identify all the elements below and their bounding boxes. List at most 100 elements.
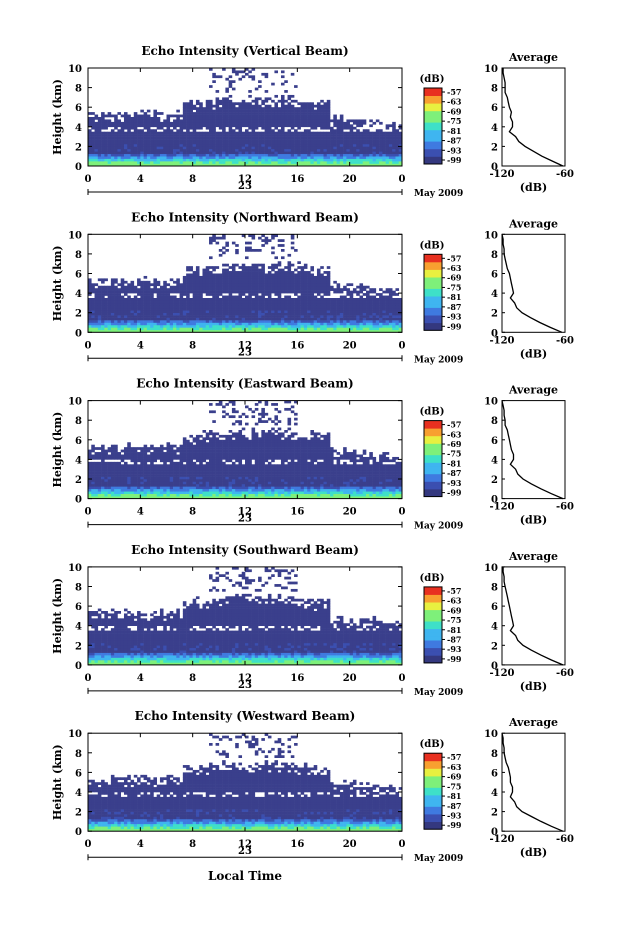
heatmap-cell (336, 329, 341, 333)
heatmap-cell (117, 483, 122, 487)
heatmap-cell (137, 153, 141, 157)
heatmap-cell (218, 327, 223, 331)
heatmap-cell (356, 329, 360, 333)
heatmap-cell (218, 124, 223, 128)
heatmap-cell (284, 146, 288, 150)
heatmap-cell (140, 143, 144, 147)
heatmap-cell (277, 131, 282, 135)
heatmap-cell (173, 312, 177, 316)
heatmap-cell (225, 241, 229, 245)
heatmap-cell (104, 141, 108, 145)
heatmap-cell (313, 302, 318, 306)
heatmap-cell (254, 153, 259, 157)
heatmap-cell (199, 143, 203, 147)
heatmap-cell (218, 151, 223, 155)
heatmap-cell (254, 324, 259, 328)
heatmap-cell (271, 268, 275, 272)
heatmap-cell (356, 148, 360, 152)
heatmap-cell (88, 163, 92, 167)
heatmap-cell (235, 119, 239, 123)
avg-y-tick-label: 8 (491, 250, 498, 261)
heatmap-cell (366, 305, 370, 309)
heatmap-cell (362, 298, 367, 301)
heatmap-cell (166, 496, 171, 499)
heatmap-cell (333, 156, 337, 159)
heatmap-cell (182, 114, 187, 118)
heatmap-cell (156, 320, 161, 323)
heatmap-cell (137, 148, 141, 152)
heatmap-cell (274, 109, 279, 113)
heatmap-cell (235, 305, 239, 309)
heatmap-cell (375, 158, 380, 162)
heatmap-cell (346, 124, 350, 128)
heatmap-cell (395, 156, 400, 159)
heatmap-cell (245, 327, 249, 331)
heatmap-cell (294, 315, 298, 318)
heatmap-cell (150, 156, 154, 159)
heatmap-cell (369, 310, 373, 313)
heatmap-cell (120, 129, 125, 132)
colorbar-segment (424, 107, 442, 112)
heatmap-cell (271, 317, 275, 321)
heatmap-cell (163, 317, 167, 321)
heatmap-cell (310, 139, 314, 142)
avg-y-tick-label: 0 (491, 162, 498, 173)
heatmap-cell (127, 483, 131, 487)
heatmap-cell (218, 161, 223, 164)
heatmap-cell (110, 114, 115, 118)
heatmap-cell (199, 102, 203, 106)
heatmap-cell (222, 112, 226, 115)
heatmap-cell (310, 298, 314, 301)
heatmap-cell (169, 290, 174, 294)
heatmap-cell (267, 271, 272, 274)
heatmap-cell (189, 126, 193, 130)
heatmap-cell (146, 158, 151, 162)
heatmap-cell (258, 161, 262, 164)
heatmap-cell (140, 324, 144, 328)
heatmap-cell (235, 322, 239, 326)
heatmap-cell (212, 283, 216, 287)
heatmap-cell (176, 307, 180, 311)
heatmap-cell (97, 493, 102, 497)
heatmap-cell (101, 121, 105, 125)
heatmap-cell (114, 146, 118, 150)
heatmap-cell (107, 322, 112, 326)
heatmap-cell (202, 280, 207, 284)
heatmap-cell (290, 310, 295, 313)
heatmap-cell (114, 151, 118, 155)
heatmap-cell (205, 119, 210, 123)
heatmap-cell (333, 131, 337, 135)
heatmap-cell (88, 312, 92, 316)
heatmap-cell (101, 496, 105, 499)
heatmap-cell (277, 278, 282, 282)
heatmap-cell (388, 305, 393, 309)
heatmap-cell (271, 312, 275, 316)
heatmap-cell (251, 263, 256, 267)
heatmap-cell (323, 300, 328, 304)
heatmap-cell (146, 139, 151, 142)
heatmap-cell (261, 305, 265, 309)
heatmap-cell (264, 139, 269, 142)
heatmap-cell (251, 131, 256, 135)
heatmap-cell (159, 153, 164, 157)
heatmap-cell (235, 107, 239, 110)
heatmap-cell (209, 148, 213, 152)
heatmap-cell (114, 449, 118, 453)
heatmap-cell (261, 271, 265, 274)
heatmap-cell (91, 327, 95, 331)
heatmap-cell (303, 266, 308, 269)
heatmap-cell (173, 298, 177, 301)
heatmap-cell (107, 488, 112, 492)
heatmap-cell (310, 329, 314, 333)
heatmap-cell (336, 315, 341, 318)
colorbar-segment (424, 91, 442, 96)
heatmap-cell (248, 151, 252, 155)
heatmap-cell (110, 293, 115, 296)
heatmap-cell (343, 295, 347, 299)
heatmap-cell (153, 312, 157, 316)
heatmap-cell (202, 119, 207, 123)
heatmap-cell (127, 471, 131, 475)
heatmap-cell (300, 298, 305, 301)
heatmap-cell (153, 305, 157, 309)
heatmap-cell (228, 315, 233, 318)
